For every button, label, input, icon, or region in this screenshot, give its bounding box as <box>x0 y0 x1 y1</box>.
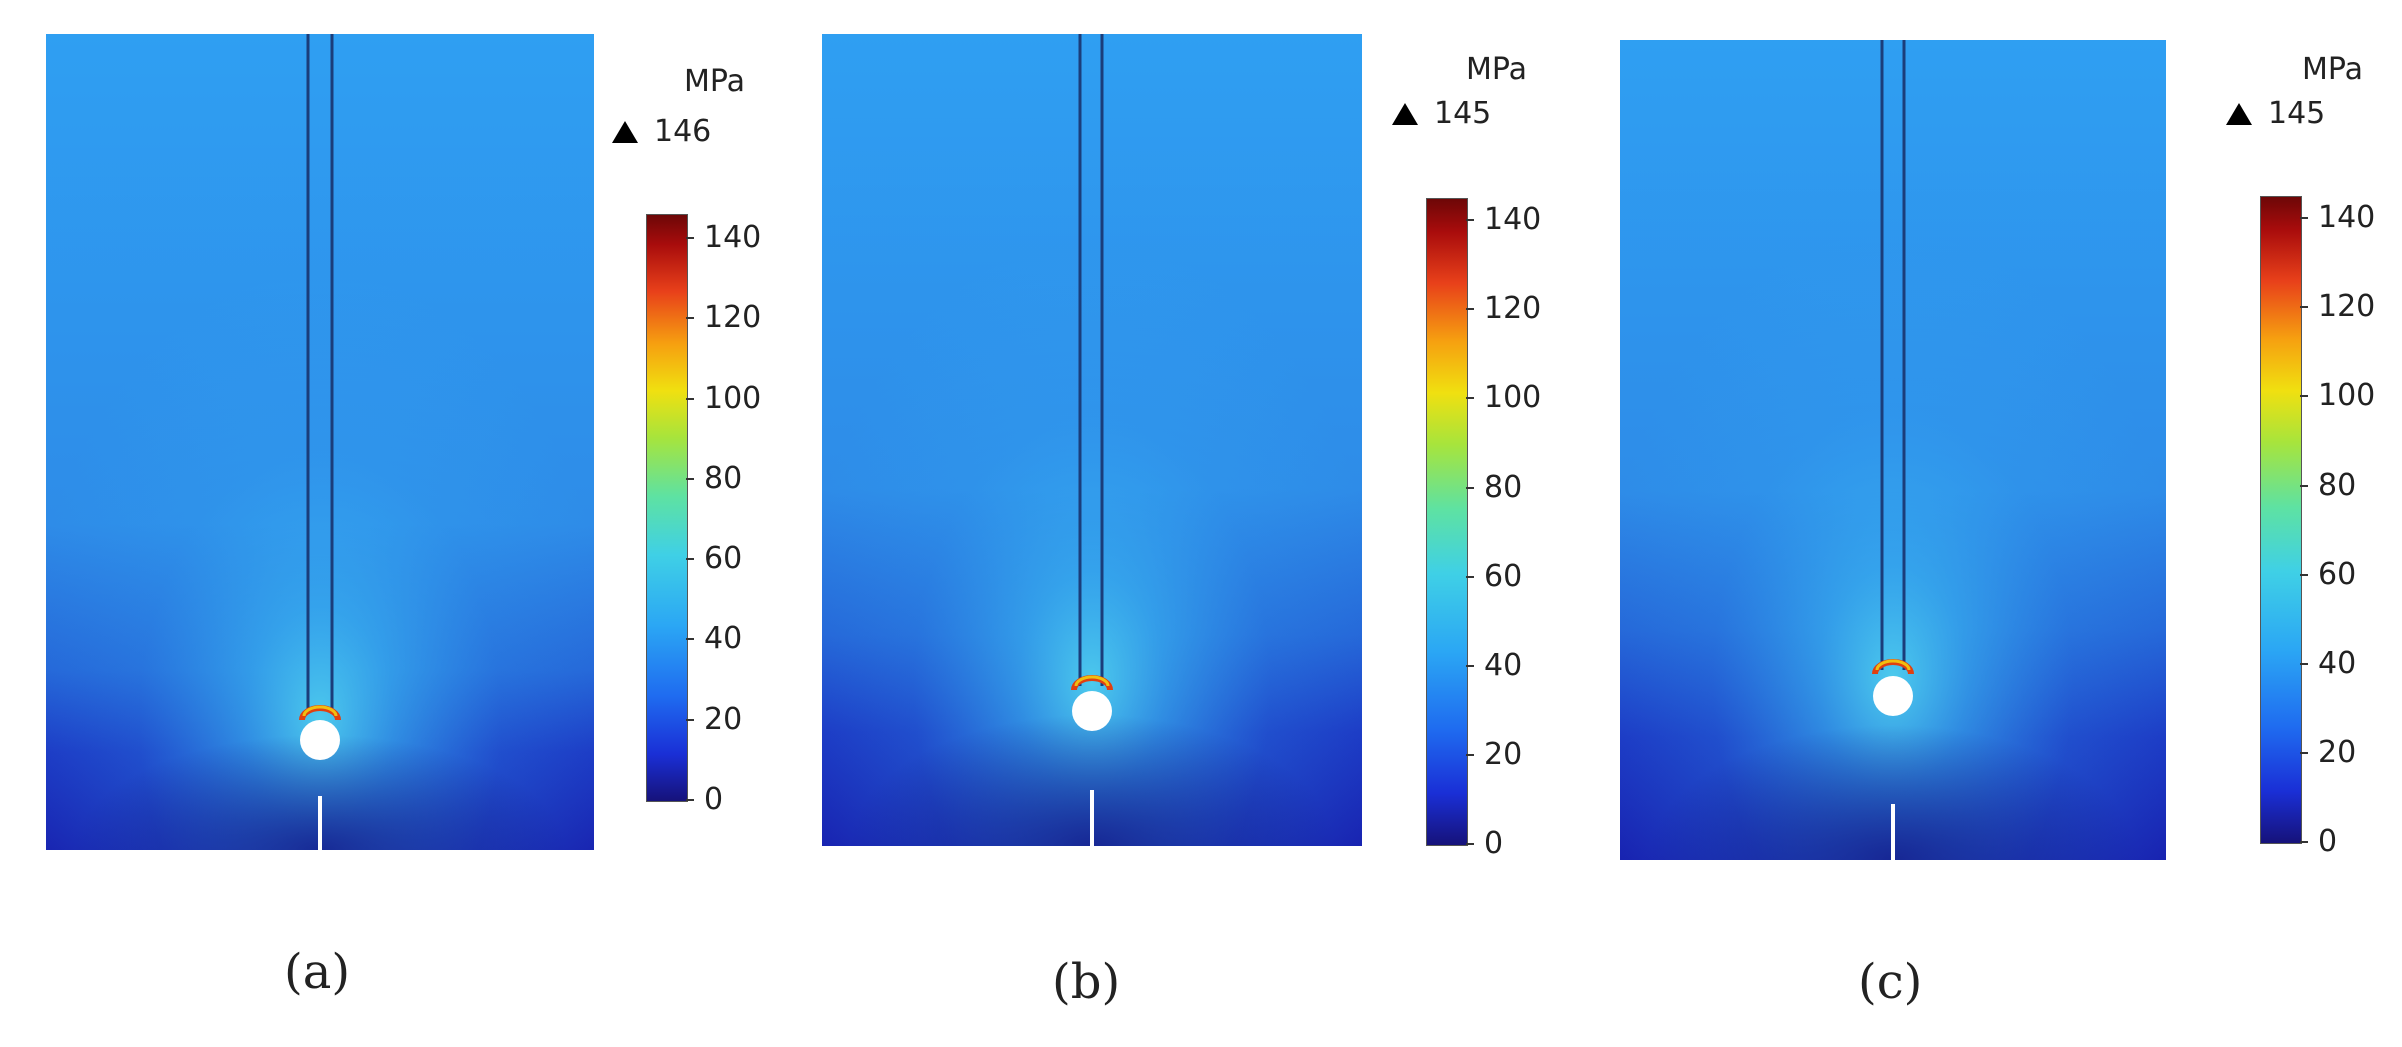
stress-field-svg-a <box>46 34 594 850</box>
colorbar-tick-mark <box>686 477 694 480</box>
colorbar-tick-mark <box>686 799 694 801</box>
colorbar-tick-mark <box>686 237 694 240</box>
colorbar-tick-label: 80 <box>704 460 743 496</box>
colorbar-tick-label: 0 <box>704 782 724 817</box>
colorbar-tick-mark <box>686 638 694 641</box>
colorbar-tick-label: 100 <box>1484 380 1542 416</box>
colorbar-tick-mark <box>686 317 694 320</box>
max-triangle-icon <box>612 120 638 143</box>
colorbar-tick-mark <box>1466 308 1474 311</box>
colorbar-tick-label: 120 <box>1484 291 1542 327</box>
max-value-b: 145 <box>1434 96 1492 131</box>
caption-c: (c) <box>1858 954 1923 1010</box>
colorbar-tick-label: 140 <box>2318 200 2376 236</box>
colorbar-tick-mark <box>1466 664 1474 667</box>
colorbar-tick-mark <box>2300 484 2308 487</box>
max-value-c: 145 <box>2268 96 2326 131</box>
colorbar-tick-label: 80 <box>2318 467 2357 503</box>
colorbar-tick-mark <box>1466 843 1474 845</box>
colorbar-tick-label: 100 <box>704 380 762 416</box>
unit-label-a: MPa <box>684 64 746 99</box>
colorbar-tick-label: 100 <box>2318 378 2376 414</box>
max-indicator-b: 145 <box>1392 96 1491 131</box>
max-indicator-c: 145 <box>2226 96 2325 131</box>
colorbar-tick-mark <box>2300 751 2308 754</box>
stress-field-svg-c <box>1620 40 2166 860</box>
colorbar-tick-label: 40 <box>704 621 743 657</box>
colorbar-tick-label: 40 <box>2318 645 2357 681</box>
colorbar-tick-mark <box>686 718 694 721</box>
caption-a: (a) <box>284 944 351 1000</box>
colorbar-tick-mark <box>2300 306 2308 309</box>
colorbar-tick-label: 20 <box>704 701 743 737</box>
colorbar-tick-label: 0 <box>2318 824 2338 859</box>
colorbar-tick-label: 40 <box>1484 647 1523 683</box>
colorbar-tick-mark <box>2300 662 2308 665</box>
colorbar-tick-label: 140 <box>704 220 762 256</box>
max-indicator-a: 146 <box>612 114 711 149</box>
colorbar-tick-mark <box>1466 575 1474 578</box>
colorbar-tick-label: 60 <box>704 541 743 577</box>
colorbar-tick-label: 80 <box>1484 469 1523 505</box>
colorbar-tick-label: 0 <box>1484 826 1504 861</box>
unit-label-c: MPa <box>2302 52 2364 87</box>
colorbar-tick-label: 20 <box>2318 734 2357 770</box>
colorbar-tick-label: 120 <box>2318 289 2376 325</box>
colorbar-tick-mark <box>1466 753 1474 756</box>
colorbar-tick-mark <box>686 558 694 561</box>
colorbar-tick-mark <box>1466 397 1474 400</box>
colorbar-tick-label: 20 <box>1484 736 1523 772</box>
colorbar-b <box>1426 198 1468 846</box>
unit-label-b: MPa <box>1466 52 1528 87</box>
colorbar-a <box>646 214 688 802</box>
colorbar-tick-mark <box>2300 395 2308 398</box>
max-value-a: 146 <box>654 114 712 149</box>
max-triangle-icon <box>2226 102 2252 125</box>
stress-field-a <box>46 34 594 850</box>
colorbar-tick-mark <box>2300 217 2308 220</box>
colorbar-tick-label: 60 <box>2318 556 2357 592</box>
stress-field-c <box>1620 40 2166 860</box>
max-triangle-icon <box>1392 102 1418 125</box>
colorbar-tick-mark <box>1466 219 1474 222</box>
colorbar-tick-mark <box>686 397 694 400</box>
colorbar-c <box>2260 196 2302 844</box>
colorbar-tick-mark <box>2300 841 2308 843</box>
colorbar-tick-mark <box>2300 573 2308 576</box>
caption-b: (b) <box>1052 954 1121 1010</box>
colorbar-tick-label: 120 <box>704 300 762 336</box>
colorbar-tick-mark <box>1466 486 1474 489</box>
stress-field-svg-b <box>822 34 1362 846</box>
colorbar-tick-label: 140 <box>1484 202 1542 238</box>
colorbar-tick-label: 60 <box>1484 558 1523 594</box>
stress-field-b <box>822 34 1362 846</box>
